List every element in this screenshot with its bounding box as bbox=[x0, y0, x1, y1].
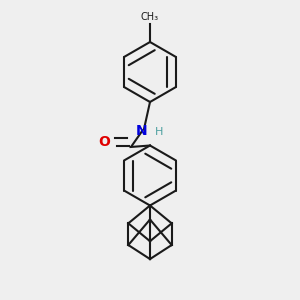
Text: H: H bbox=[154, 127, 163, 137]
Text: CH₃: CH₃ bbox=[141, 13, 159, 22]
Text: O: O bbox=[98, 136, 110, 149]
Text: N: N bbox=[135, 124, 147, 137]
